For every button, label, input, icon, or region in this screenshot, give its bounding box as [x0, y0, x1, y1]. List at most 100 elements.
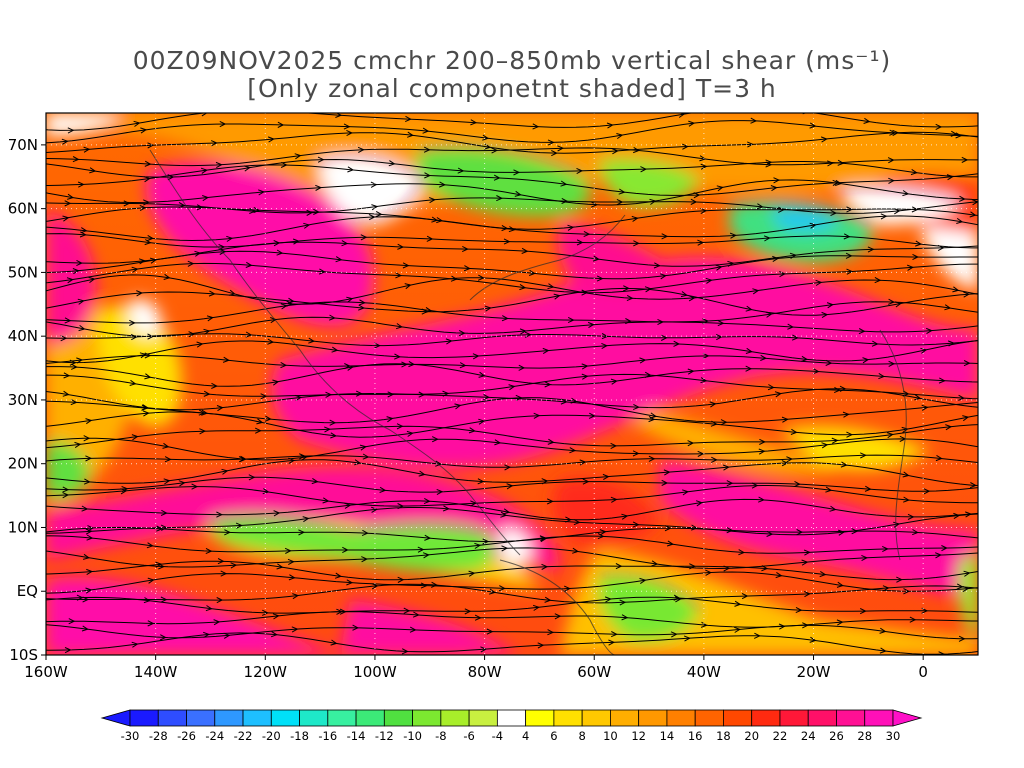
streamline — [46, 596, 978, 614]
streamline-arrowhead — [864, 485, 872, 492]
streamline-arrowhead — [474, 614, 482, 621]
streamline-arrowhead — [334, 572, 342, 579]
colorbar-swatch — [383, 709, 413, 727]
streamline-arrowhead — [299, 453, 306, 460]
streamline-arrowhead — [508, 226, 516, 233]
streamline-arrowhead — [160, 596, 168, 603]
streamline-arrowhead — [521, 247, 529, 254]
colorbar-label: -4 — [492, 729, 503, 743]
streamline-arrowhead — [644, 371, 652, 378]
streamline-arrowhead — [219, 120, 227, 128]
colorbar-swatch — [807, 709, 837, 727]
streamline-arrowhead — [599, 529, 607, 536]
streamline-arrowhead — [842, 411, 850, 418]
streamline-arrowhead — [418, 470, 426, 477]
streamline-arrowhead — [606, 122, 614, 129]
streamline-arrowhead — [417, 546, 425, 553]
lon-tick-label: 140W — [134, 663, 178, 681]
streamline-arrowhead — [700, 621, 708, 628]
streamline-arrowhead — [826, 302, 834, 309]
streamline-arrowhead — [907, 513, 915, 520]
streamline — [46, 632, 978, 655]
streamline-arrowhead — [648, 455, 656, 462]
lon-tick-label: 160W — [24, 663, 68, 681]
streamline-arrowhead — [688, 120, 696, 127]
streamline-arrowhead — [408, 360, 416, 368]
streamline-arrowhead — [820, 136, 828, 143]
streamline-arrowhead — [881, 545, 889, 553]
streamline-arrowhead — [717, 320, 725, 327]
colorbar-swatch — [468, 709, 498, 727]
streamline-arrowhead — [450, 275, 458, 282]
streamline-arrowhead — [144, 239, 152, 246]
streamline-arrowhead — [570, 397, 578, 404]
streamline-arrowhead — [832, 179, 840, 186]
streamline-arrowhead — [503, 508, 511, 515]
streamline-arrowhead — [143, 176, 151, 183]
streamline-arrowhead — [745, 305, 753, 312]
streamline-arrowhead — [809, 222, 817, 229]
streamline-arrowhead — [315, 184, 323, 191]
streamline-arrowhead — [425, 306, 433, 313]
streamline-arrowhead — [699, 155, 707, 162]
streamline-arrowhead — [729, 232, 737, 239]
streamline-arrowhead — [604, 596, 612, 603]
streamline-arrowhead — [213, 619, 221, 626]
streamline-arrowhead — [431, 581, 438, 588]
streamline-arrowhead — [878, 372, 886, 380]
colorbar-swatch — [299, 709, 329, 727]
streamline-arrowhead — [758, 448, 766, 455]
streamline-arrowhead — [608, 639, 616, 646]
streamline-arrowhead — [371, 506, 378, 513]
streamline — [46, 250, 978, 280]
streamline-arrowhead — [270, 631, 278, 638]
streamline-arrowhead — [831, 437, 839, 444]
streamline-arrowhead — [160, 509, 168, 516]
streamline-arrowhead — [961, 156, 969, 163]
streamline-arrowhead — [156, 525, 164, 532]
streamline-arrowhead — [280, 303, 288, 310]
streamline-arrowhead — [518, 364, 526, 371]
streamline-arrowhead — [938, 651, 946, 655]
colorbar-label: -30 — [121, 729, 140, 743]
streamline-arrowhead — [858, 328, 866, 335]
streamline-arrowhead — [388, 160, 396, 167]
streamline-arrowhead — [804, 591, 811, 598]
streamline-arrowhead — [837, 159, 845, 166]
streamline-arrowhead — [819, 570, 827, 578]
streamline-arrowhead — [343, 123, 351, 130]
streamline-arrowhead — [260, 393, 268, 400]
streamline-arrowhead — [64, 647, 72, 654]
streamline-arrowhead — [639, 577, 647, 585]
lon-tick-label: 20W — [797, 663, 831, 681]
streamline-arrowhead — [74, 441, 82, 449]
streamline-arrowhead — [324, 426, 331, 433]
streamline-arrowhead — [763, 235, 771, 242]
streamline-arrowhead — [761, 565, 769, 572]
colorbar-label: -12 — [375, 729, 394, 743]
lat-tick-label: 10S — [9, 646, 38, 664]
streamline-arrowhead — [815, 279, 823, 286]
streamline-arrowhead — [702, 352, 710, 359]
streamline-arrowhead — [483, 394, 490, 401]
streamline-arrowhead — [141, 404, 149, 411]
streamline-arrowhead — [295, 394, 303, 402]
streamline-arrowhead — [493, 174, 501, 181]
streamline-arrowhead — [292, 238, 300, 245]
streamline-arrowhead — [439, 181, 446, 188]
streamline-arrowhead — [736, 105, 742, 110]
streamline-arrowhead — [576, 239, 584, 246]
streamline-arrowhead — [155, 561, 163, 568]
streamline-arrowhead — [653, 262, 661, 269]
streamline-arrowhead — [216, 511, 223, 518]
streamline-arrowhead — [346, 579, 354, 586]
streamline-arrowhead — [62, 492, 70, 499]
streamline-arrowhead — [691, 524, 698, 531]
streamline — [46, 507, 978, 536]
streamline-arrowhead — [422, 552, 430, 559]
streamline-arrowhead — [359, 444, 367, 451]
streamline-arrowhead — [404, 283, 412, 290]
streamline-arrowhead — [825, 359, 833, 366]
streamline-arrowhead — [480, 646, 488, 653]
